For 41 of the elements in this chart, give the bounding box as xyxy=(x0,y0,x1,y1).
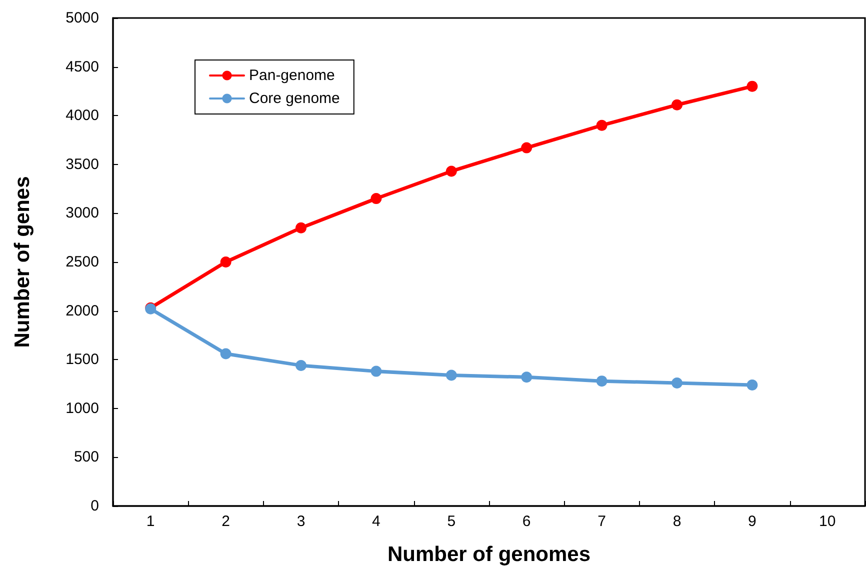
y-tick-label: 1500 xyxy=(66,351,99,368)
y-tick-label: 0 xyxy=(90,498,99,514)
point xyxy=(521,372,532,383)
y-tick-label: 1000 xyxy=(66,400,99,417)
point xyxy=(370,193,382,204)
y-tick-label: 4500 xyxy=(66,58,99,76)
x-axis-title: Number of genomes xyxy=(387,543,591,566)
point xyxy=(596,120,608,131)
x-tick-label: 6 xyxy=(522,513,531,530)
y-tick-label: 4000 xyxy=(66,107,99,124)
point xyxy=(672,378,682,389)
point xyxy=(296,360,306,371)
point xyxy=(746,80,758,92)
point xyxy=(446,370,457,381)
x-tick-label: 9 xyxy=(748,513,756,530)
x-tick-label: 1 xyxy=(146,513,155,530)
point xyxy=(521,142,532,154)
y-tick-label: 5000 xyxy=(66,10,99,26)
point xyxy=(446,166,457,177)
x-tick-label: 10 xyxy=(819,513,836,530)
y-tick-label: 500 xyxy=(74,448,99,466)
legend-label: Pan-genome xyxy=(249,67,335,84)
x-tick-label: 3 xyxy=(296,513,306,530)
point xyxy=(596,376,608,387)
x-tick-label: 5 xyxy=(447,513,456,530)
y-tick-label: 3500 xyxy=(66,156,99,173)
x-tick-label: 4 xyxy=(372,513,380,530)
x-tick-label: 2 xyxy=(222,513,230,530)
legend-label: Core genome xyxy=(249,90,340,107)
x-tick-label: 8 xyxy=(672,513,682,530)
y-axis-title: Number of genes xyxy=(11,176,34,348)
x-tick-label: 7 xyxy=(598,513,606,530)
point xyxy=(746,379,758,390)
y-tick-label: 2000 xyxy=(66,302,99,320)
y-tick-label: 3000 xyxy=(66,204,99,222)
point xyxy=(370,366,382,377)
y-tick-label: 2500 xyxy=(66,254,99,270)
point xyxy=(296,222,306,234)
point xyxy=(220,348,232,360)
point xyxy=(672,99,682,110)
point xyxy=(220,256,232,268)
